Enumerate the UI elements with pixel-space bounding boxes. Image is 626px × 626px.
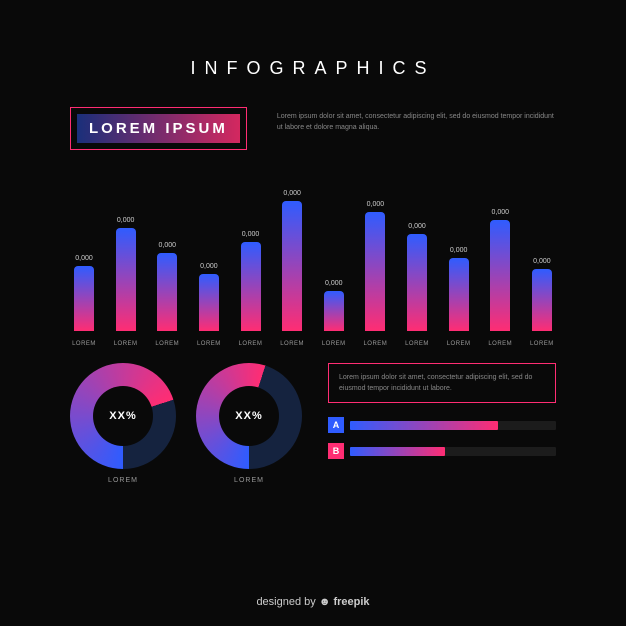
bar-rect [241, 242, 261, 331]
bar-rect [449, 258, 469, 331]
bar-value: 0,000 [325, 280, 343, 287]
bar-value: 0,000 [158, 242, 176, 249]
bar-label: LOREM [403, 341, 431, 347]
description-box: Lorem ipsum dolor sit amet, consectetur … [328, 363, 556, 403]
bottom-row: XX% LOREM XX% LOREM Lorem ipsum dolor sit a… [70, 363, 556, 484]
progress-badge: A [328, 417, 344, 433]
bar-rect [490, 220, 510, 331]
progress-fill [350, 421, 498, 430]
bar-label: LOREM [153, 341, 181, 347]
progress-row-b: B [328, 443, 556, 459]
progress-track [350, 447, 556, 456]
bar-value: 0,000 [283, 190, 301, 197]
bar-rect [365, 212, 385, 331]
bar-value: 0,000 [242, 231, 260, 238]
title-badge: LOREM IPSUM [77, 114, 240, 143]
bar-label: LOREM [70, 341, 98, 347]
bar-value: 0,000 [75, 255, 93, 262]
bar-9: 0,000 [445, 247, 473, 331]
bar-rect [407, 234, 427, 331]
bar-rect [116, 228, 136, 331]
bar-label: LOREM [195, 341, 223, 347]
bar-rect [199, 274, 219, 331]
bar-7: 0,000 [361, 201, 389, 331]
bar-5: 0,000 [278, 190, 306, 331]
donut-ring: XX% [196, 363, 302, 469]
donut-label: LOREM [196, 477, 302, 484]
bar-value: 0,000 [450, 247, 468, 254]
bar-value: 0,000 [367, 201, 385, 208]
bar-8: 0,000 [403, 223, 431, 331]
intro-blurb: Lorem ipsum dolor sit amet, consectetur … [277, 107, 556, 150]
bar-rect [74, 266, 94, 331]
donut-percent: XX% [70, 363, 176, 469]
donut-label: LOREM [70, 477, 176, 484]
badge-container: LOREM IPSUM [70, 107, 247, 150]
donut-0: XX% LOREM [70, 363, 176, 484]
bar-11: 0,000 [528, 258, 556, 331]
progress-row-a: A [328, 417, 556, 433]
bar-value: 0,000 [491, 209, 509, 216]
bar-6: 0,000 [320, 280, 348, 332]
bar-value: 0,000 [117, 217, 135, 224]
bar-2: 0,000 [153, 242, 181, 331]
bar-value: 0,000 [408, 223, 426, 230]
bar-rect [324, 291, 344, 332]
donut-1: XX% LOREM [196, 363, 302, 484]
bar-3: 0,000 [195, 263, 223, 331]
donut-percent: XX% [196, 363, 302, 469]
bar-rect [532, 269, 552, 331]
bar-value: 0,000 [533, 258, 551, 265]
bar-label: LOREM [528, 341, 556, 347]
bar-label: LOREM [112, 341, 140, 347]
bar-label: LOREM [445, 341, 473, 347]
bar-value: 0,000 [200, 263, 218, 270]
bar-10: 0,000 [486, 209, 514, 331]
footer-credit: designed by ☻ freepik [0, 596, 626, 608]
bar-label: LOREM [361, 341, 389, 347]
bar-label: LOREM [278, 341, 306, 347]
bar-label: LOREM [486, 341, 514, 347]
bar-4: 0,000 [237, 231, 265, 331]
progress-track [350, 421, 556, 430]
bar-0: 0,000 [70, 255, 98, 331]
bar-label: LOREM [320, 341, 348, 347]
bar-1: 0,000 [112, 217, 140, 331]
bar-chart: 0,000 0,000 0,000 0,000 0,000 0,000 0,000 0,000… [70, 178, 556, 353]
page-title: INFOGRAPHICS [70, 58, 556, 79]
donut-ring: XX% [70, 363, 176, 469]
progress-fill [350, 447, 445, 456]
bar-rect [282, 201, 302, 331]
bar-rect [157, 253, 177, 331]
progress-badge: B [328, 443, 344, 459]
header-row: LOREM IPSUM Lorem ipsum dolor sit amet, … [70, 107, 556, 150]
bar-label: LOREM [237, 341, 265, 347]
